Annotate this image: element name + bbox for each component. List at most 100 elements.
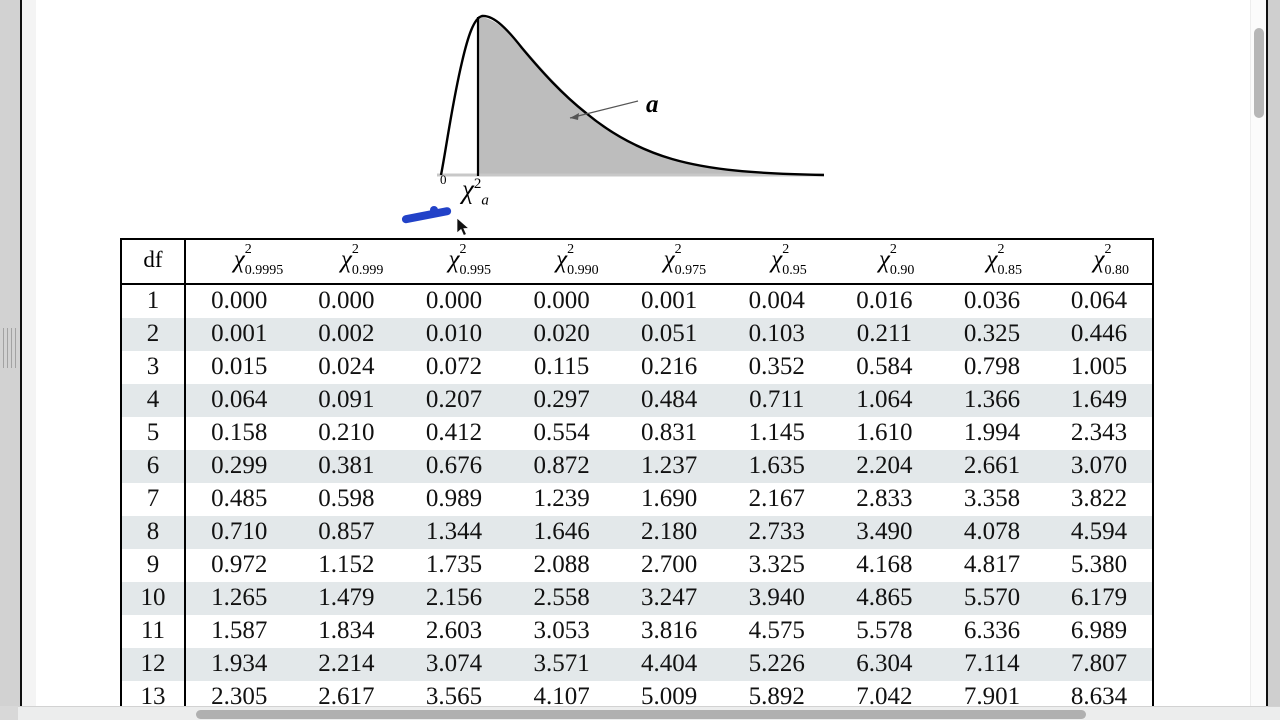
chi-subscript: 0.80 <box>1104 263 1130 278</box>
table-cell-value: 0.711 <box>722 384 831 417</box>
horizontal-scrollbar[interactable] <box>0 706 1280 720</box>
table-cell-value: 1.649 <box>1045 384 1154 417</box>
table-header-col-0.990: χ 2 0.990 <box>507 239 616 285</box>
table-cell-value: 1.237 <box>615 450 723 483</box>
table-cell-value: 1.610 <box>856 419 913 446</box>
table-cell-value: 2.156 <box>400 582 508 615</box>
table-cell-value: 0.872 <box>507 450 616 483</box>
table-cell-value: 0.676 <box>400 450 508 483</box>
table-row: 10 1.265 1.479 2.156 2.558 3.247 3.940 4.865 5.5… <box>121 582 1154 615</box>
table-header-col-0.995: χ 2 0.995 <box>400 239 508 285</box>
critical-value-label: χ2a <box>462 174 489 209</box>
table-cell-value: 5.578 <box>856 617 913 644</box>
table-cell-value: 6.336 <box>963 617 1021 644</box>
table-cell-value: 4.404 <box>615 648 723 681</box>
chi-square-figure: 0 χ2a a <box>410 0 850 225</box>
table-cell-df: 9 <box>121 549 186 582</box>
right-window-edge <box>1266 0 1280 710</box>
table-header-col-0.999: χ 2 0.999 <box>292 239 401 285</box>
chi-subscript: 0.975 <box>674 263 707 278</box>
table-cell-value: 1.587 <box>211 617 268 644</box>
table-cell-value: 2.700 <box>641 551 698 578</box>
table-row: 6 0.299 0.381 0.676 0.872 1.237 1.635 2.204 2.66… <box>121 450 1154 483</box>
table-header-df: df <box>121 239 186 285</box>
table-cell-value: 0.001 <box>185 318 293 351</box>
table-cell-value: 3.565 <box>425 683 483 710</box>
chi-square-table: df χ 2 0.9995 χ 2 0.999 χ 2 0.995 χ 2 0.990 χ 2 0.975 χ 2… <box>120 238 1155 720</box>
table-cell-value: 3.571 <box>507 648 616 681</box>
table-cell-value: 0.554 <box>533 419 590 446</box>
chi-subscript: 0.95 <box>782 263 807 278</box>
table-cell-value: 0.710 <box>185 516 293 549</box>
chi-superscript: 2 <box>567 242 575 257</box>
table-cell-value: 4.594 <box>1045 516 1154 549</box>
table-row: 9 0.972 1.152 1.735 2.088 2.700 3.325 4.168 4.81… <box>121 549 1153 582</box>
table-cell-value: 2.833 <box>856 485 913 512</box>
table-cell-value: 5.892 <box>748 683 805 710</box>
table-row: 2 0.001 0.002 0.010 0.020 0.051 0.103 0.211 0.32… <box>121 318 1154 351</box>
chi-symbol: χ 2 0.9995 <box>233 242 284 278</box>
table-cell-value: 2.558 <box>507 582 616 615</box>
table-cell-value: 3.053 <box>533 617 590 644</box>
chi-superscript: 2 <box>889 242 897 257</box>
table-cell-df: 3 <box>121 351 186 384</box>
table-header-row: df χ 2 0.9995 χ 2 0.999 χ 2 0.995 χ 2 0.990 χ 2 0.975 χ 2… <box>121 239 1154 285</box>
table-cell-value: 5.380 <box>1070 551 1128 578</box>
table-cell-value: 3.325 <box>748 551 805 578</box>
table-cell-value: 1.344 <box>400 516 508 549</box>
chi-subscript: a <box>481 192 489 209</box>
table-cell-df: 12 <box>121 648 186 681</box>
table-cell-value: 4.865 <box>830 582 939 615</box>
sidebar-resize-grip[interactable] <box>3 328 17 368</box>
table-cell-value: 2.088 <box>533 551 590 578</box>
table-cell-value: 0.207 <box>400 384 508 417</box>
table-cell-value: 1.735 <box>425 551 483 578</box>
left-collapsed-sidebar[interactable] <box>0 0 22 710</box>
table-row: 1 0.000 0.000 0.000 0.000 0.001 0.004 0.016 0.03… <box>121 284 1153 318</box>
chi-superscript: 2 <box>1104 242 1112 257</box>
table-cell-value: 2.167 <box>748 485 805 512</box>
table-cell-value: 3.070 <box>1045 450 1154 483</box>
tail-area-label: a <box>646 91 659 118</box>
table-cell-value: 0.989 <box>425 485 483 512</box>
chi-subscript: 0.990 <box>567 263 599 278</box>
table-cell-value: 0.297 <box>507 384 616 417</box>
table-cell-value: 0.091 <box>292 384 401 417</box>
chi-symbol: χ 2 0.85 <box>986 242 1022 278</box>
chi-superscript: 2 <box>674 242 682 257</box>
table-cell-value: 1.994 <box>963 419 1021 446</box>
table-cell-value: 0.002 <box>292 318 401 351</box>
vertical-scrollbar-thumb[interactable] <box>1254 28 1264 118</box>
chi-symbol: χ 2 0.995 <box>448 242 491 278</box>
table-head: df χ 2 0.9995 χ 2 0.999 χ 2 0.995 χ 2 0.990 χ 2 0.975 χ 2… <box>121 239 1154 285</box>
table-cell-value: 1.646 <box>507 516 616 549</box>
table-cell-value: 5.009 <box>641 683 698 710</box>
table-cell-df: 10 <box>121 582 186 615</box>
table-cell-value: 0.015 <box>211 353 268 380</box>
table-cell-value: 1.239 <box>533 485 590 512</box>
table-cell-value: 0.016 <box>856 287 913 314</box>
table-cell-value: 1.479 <box>292 582 401 615</box>
table-cell-value: 7.114 <box>938 648 1046 681</box>
table-row: 11 1.587 1.834 2.603 3.053 3.816 4.575 5.578 6.3… <box>121 615 1153 648</box>
vertical-scrollbar[interactable] <box>1250 0 1266 710</box>
table-header-col-0.90: χ 2 0.90 <box>830 239 939 285</box>
table-cell-value: 0.352 <box>748 353 805 380</box>
table-cell-value: 0.103 <box>722 318 831 351</box>
table-cell-value: 1.152 <box>318 551 375 578</box>
table-row: 4 0.064 0.091 0.207 0.297 0.484 0.711 1.064 1.36… <box>121 384 1154 417</box>
table-cell-value: 6.989 <box>1070 617 1128 644</box>
table-cell-value: 2.733 <box>722 516 831 549</box>
table-cell-value: 7.807 <box>1045 648 1154 681</box>
table-cell-value: 0.216 <box>641 353 698 380</box>
table-cell-value: 0.064 <box>1070 287 1128 314</box>
table-cell-value: 0.831 <box>641 419 698 446</box>
table-cell-value: 1.145 <box>748 419 805 446</box>
horizontal-scrollbar-thumb[interactable] <box>196 710 1086 719</box>
table-cell-value: 2.180 <box>615 516 723 549</box>
table-cell-value: 4.078 <box>938 516 1046 549</box>
chi-superscript: 2 <box>351 242 359 257</box>
chi-superscript: 2 <box>782 242 790 257</box>
table-cell-value: 3.358 <box>963 485 1021 512</box>
table-row: 5 0.158 0.210 0.412 0.554 0.831 1.145 1.610 1.99… <box>121 417 1153 450</box>
